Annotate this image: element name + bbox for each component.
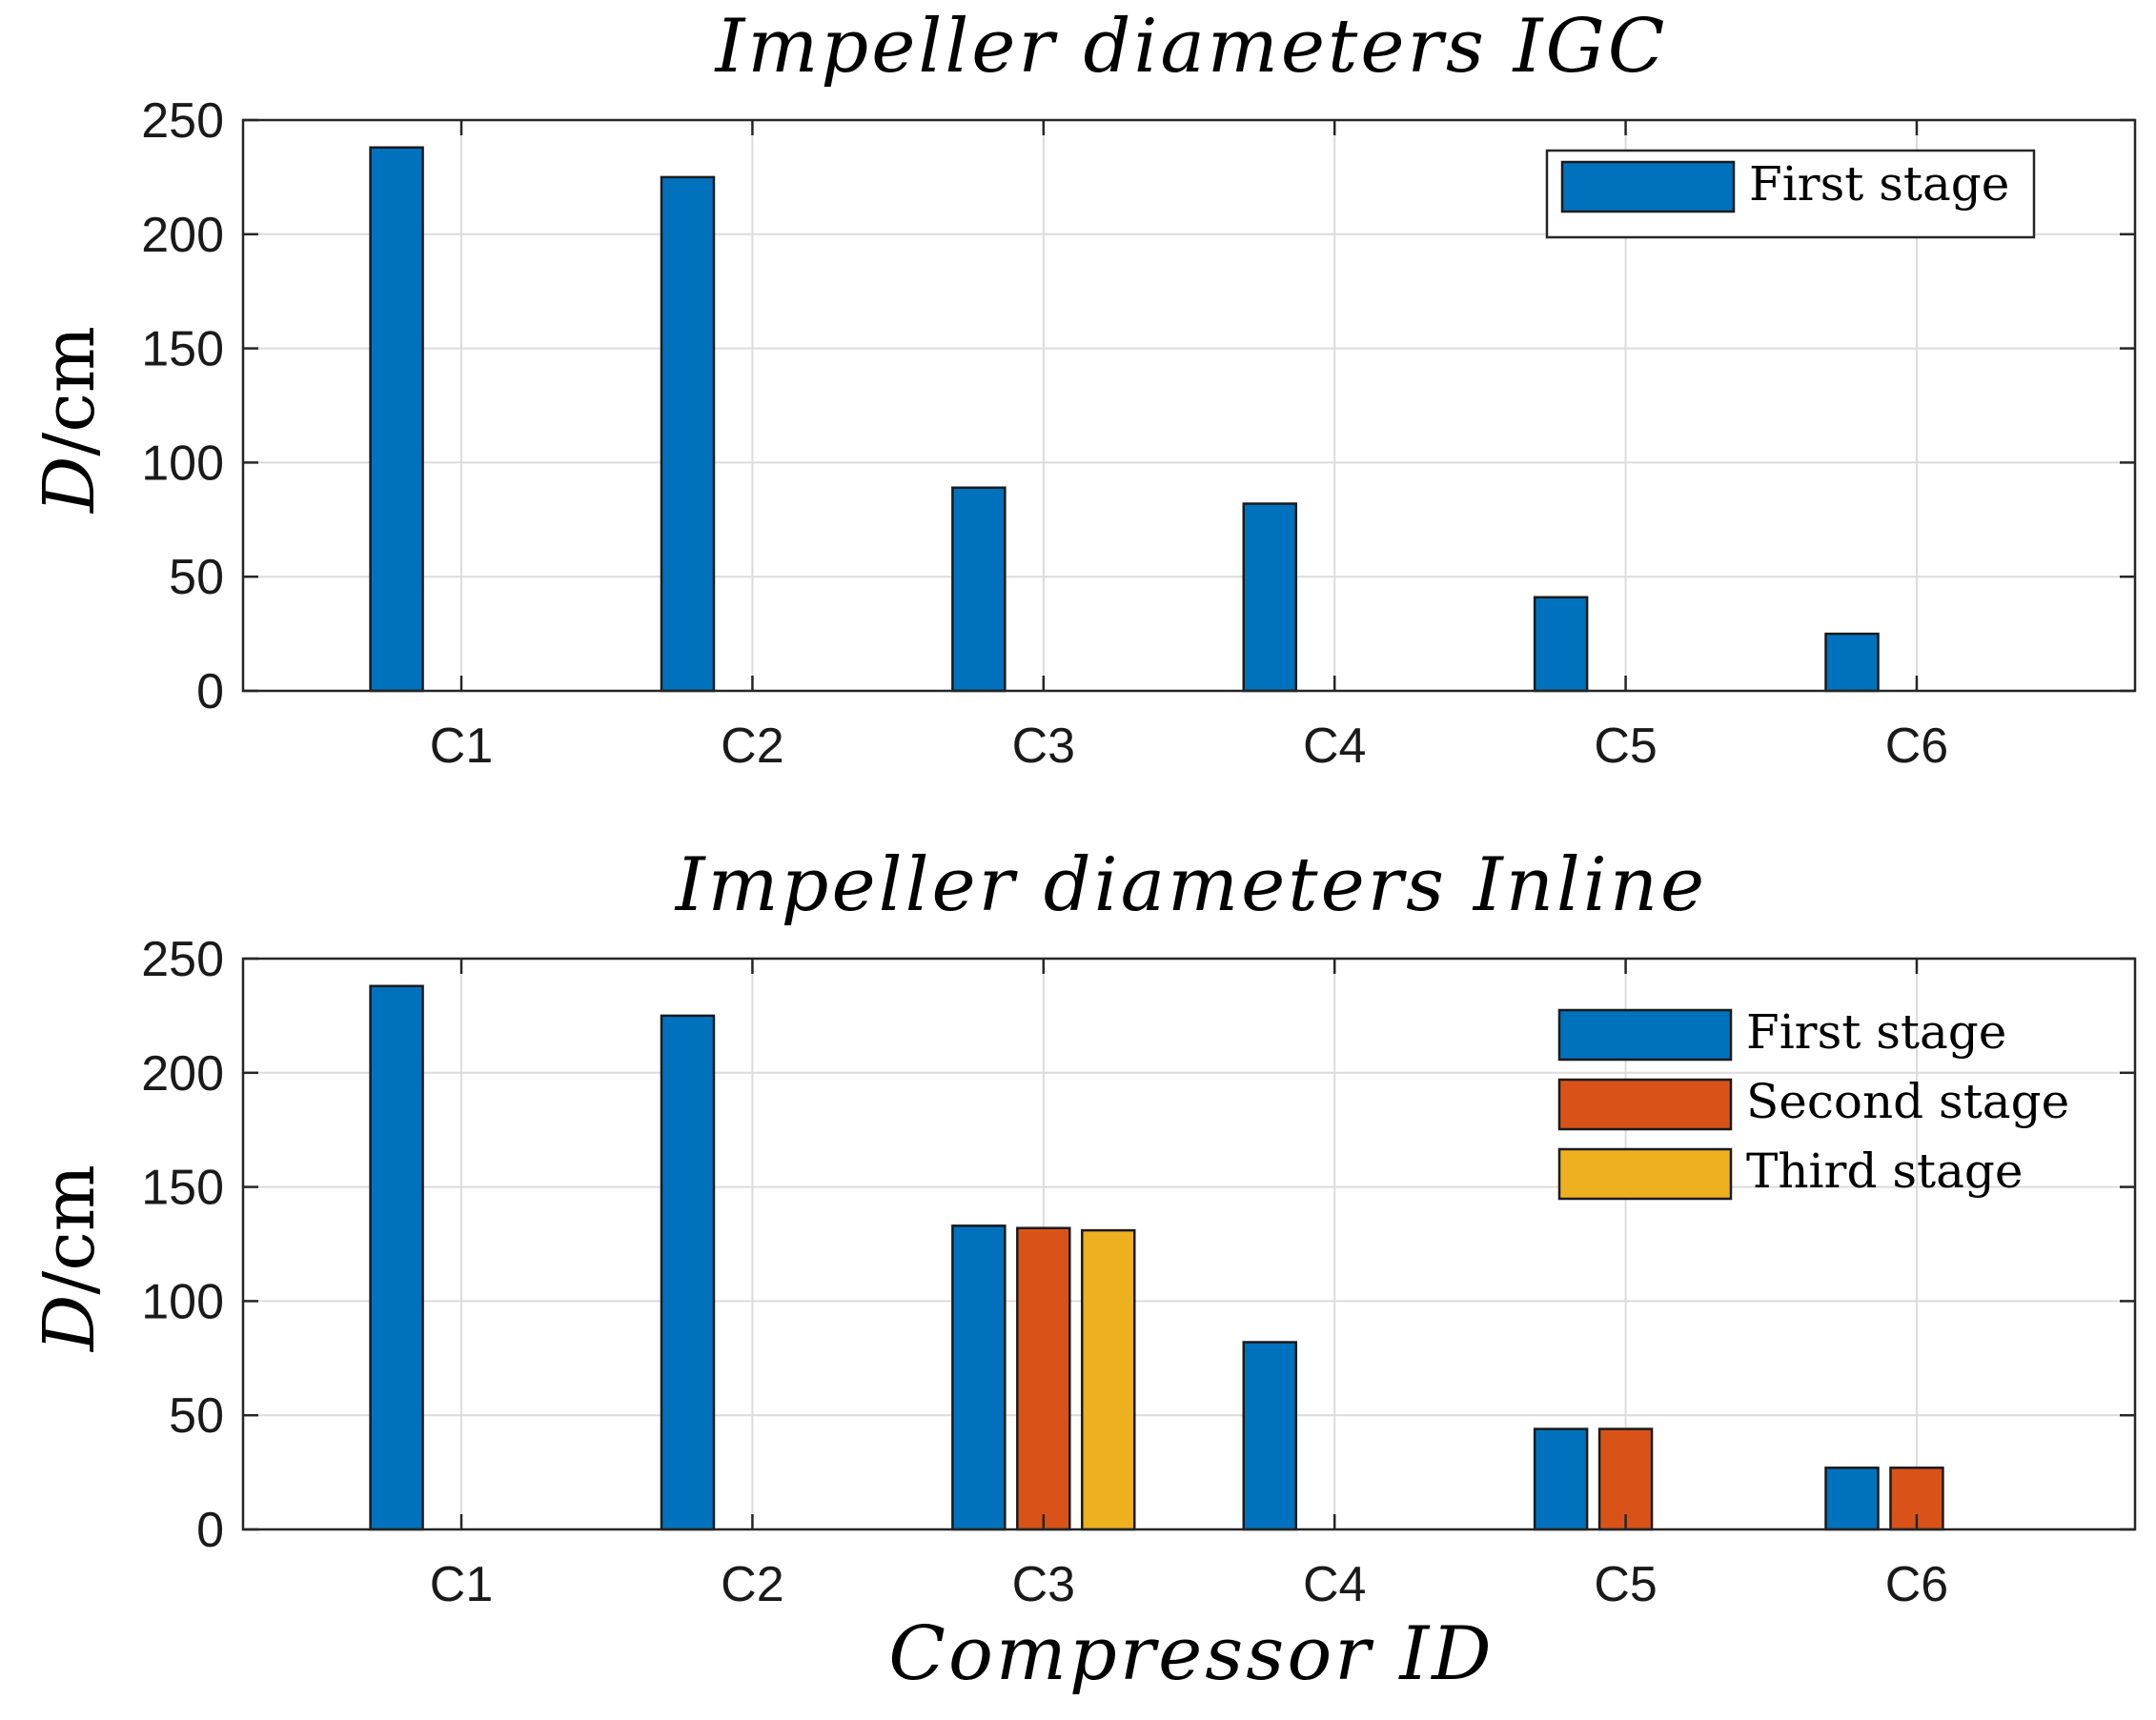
axes: 0 50 100 150 200 250 C1 C2 C3 C4 C5 C6 [141,932,2137,1612]
x-tick-label: C2 [721,718,783,774]
x-tick-label: C2 [721,1557,783,1612]
bar [1081,1228,1136,1531]
bar [369,984,424,1531]
y-axis-label-symbol: D [29,456,111,515]
bar [1824,1467,1880,1531]
axis-ticks [243,118,2135,693]
y-tick-label: 150 [141,1161,224,1216]
legend-swatch [1557,1147,1733,1201]
bar [1533,596,1589,693]
x-tick-label: C3 [1012,718,1075,774]
y-axis-label-unit: /cm [29,1164,111,1295]
bar [951,486,1007,693]
bar [1242,502,1297,693]
axes-frame [241,118,2137,693]
bar-group [369,984,1944,1531]
y-tick-label: 50 [169,1388,224,1444]
y-tick-label: 50 [169,550,224,605]
legend-label: Third stage [1746,1143,2024,1199]
y-axis-label: D/cm [29,1164,111,1353]
bar [951,1224,1007,1531]
legend-swatch [1557,1078,1733,1131]
x-tick-label: C5 [1594,1557,1657,1612]
bar [1016,1226,1071,1531]
legend-label: Second stage [1746,1074,2069,1129]
x-tick-label: C3 [1012,1557,1075,1612]
x-axis-label: Compressor ID [888,1611,1494,1697]
x-tick-label: C4 [1303,718,1366,774]
y-tick-labels: 0 50 100 150 200 250 [141,932,224,1558]
x-tick-labels: C1 C2 C3 C4 C5 C6 [430,718,1948,774]
chart-igc: Impeller diameters IGC 0 50 100 150 200 250 C… [29,4,2137,774]
bar [660,175,716,693]
legend-swatch [1560,160,1736,213]
y-tick-label: 0 [196,664,224,719]
bar [369,146,424,693]
y-tick-label: 0 [196,1503,224,1558]
axes: 0 50 100 150 200 250 C1 C2 C3 C4 C5 C6 [141,93,2137,774]
legend-swatch [1557,1008,1733,1062]
x-tick-label: C6 [1885,1557,1948,1612]
chart-inline: Impeller diameters Inline 0 50 100 150 200 25… [29,842,2137,1697]
x-tick-label: C6 [1885,718,1948,774]
chart-title: Impeller diameters Inline [674,842,1707,928]
bar [1533,1427,1589,1531]
y-tick-label: 200 [141,1046,224,1102]
chart-title: Impeller diameters IGC [714,4,1668,90]
bar [1824,632,1880,693]
axes-frame [241,957,2137,1531]
legend: First stage Second stage Third stage [1557,1004,2069,1201]
y-tick-label: 100 [141,435,224,491]
x-tick-label: C5 [1594,718,1657,774]
x-tick-label: C1 [430,718,493,774]
y-tick-labels: 0 50 100 150 200 250 [141,93,224,719]
legend-label: First stage [1746,1004,2006,1060]
bar [1242,1341,1297,1531]
x-tick-label: C4 [1303,1557,1366,1612]
x-tick-label: C1 [430,1557,493,1612]
y-tick-label: 150 [141,322,224,377]
y-tick-label: 250 [141,93,224,149]
y-tick-label: 100 [141,1274,224,1329]
legend: First stage [1545,149,2036,239]
y-axis-label: D/cm [29,326,111,515]
axis-ticks [243,957,2135,1531]
y-tick-label: 200 [141,208,224,263]
bar [660,1014,716,1531]
x-tick-labels: C1 C2 C3 C4 C5 C6 [430,1557,1948,1612]
y-axis-label-unit: /cm [29,326,111,456]
legend-label: First stage [1749,156,2009,212]
y-tick-label: 250 [141,932,224,987]
y-axis-label-symbol: D [29,1295,111,1353]
